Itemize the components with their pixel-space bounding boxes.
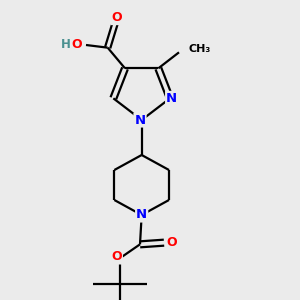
Text: O: O (111, 11, 122, 24)
Text: O: O (166, 236, 177, 249)
Text: O: O (111, 250, 122, 263)
Text: H: H (60, 38, 70, 51)
Text: N: N (166, 92, 177, 105)
Text: CH₃: CH₃ (188, 44, 211, 54)
Text: N: N (134, 113, 146, 127)
Text: O: O (71, 38, 82, 51)
Text: N: N (136, 208, 147, 221)
